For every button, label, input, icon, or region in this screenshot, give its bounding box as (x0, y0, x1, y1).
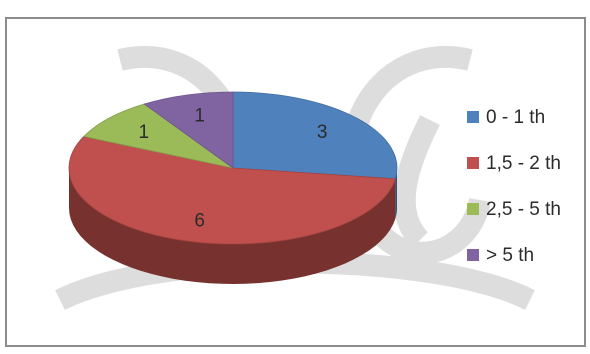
pie-side-1 (69, 168, 396, 284)
legend-label-1: 1,5 - 2 th (486, 153, 561, 174)
pie-top (68, 91, 398, 245)
pie-sides (69, 168, 397, 284)
pie-slice-0 (232, 91, 398, 180)
legend-swatch-2 (467, 203, 479, 215)
data-label-0: 3 (317, 122, 328, 143)
legend-swatch-1 (467, 157, 479, 169)
legend-label-2: 2,5 - 5 th (486, 199, 561, 220)
pie-slice-3 (143, 91, 234, 169)
pie-slice-2 (83, 103, 234, 169)
legend: 0 - 1 th 1,5 - 2 th 2,5 - 5 th > 5 th (467, 107, 561, 266)
legend-label-3: > 5 th (486, 245, 534, 266)
data-label-2: 1 (139, 122, 150, 143)
pie-side-0 (395, 168, 397, 219)
chart-frame (5, 17, 586, 347)
pie-labels: 3 6 1 1 (139, 106, 328, 232)
legend-label-0: 0 - 1 th (486, 107, 545, 128)
data-label-1: 6 (194, 211, 205, 232)
pie-slice-1 (68, 135, 396, 245)
data-label-3: 1 (194, 106, 205, 127)
legend-swatch-3 (467, 249, 479, 261)
legend-swatch-0 (467, 111, 479, 123)
